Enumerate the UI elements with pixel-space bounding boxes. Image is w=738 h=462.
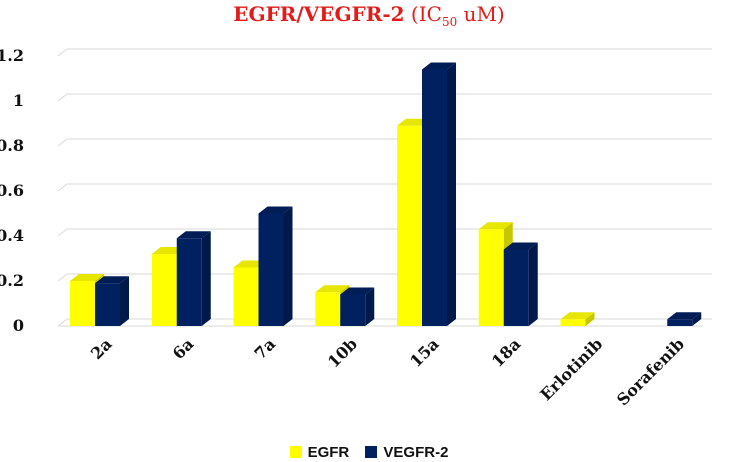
y-tick-label-3: 0.6 — [0, 181, 24, 200]
gridline-depth-4 — [57, 138, 68, 147]
bar-side-10b-vegfr2 — [365, 287, 375, 326]
y-tick-label-1: 0.2 — [0, 271, 24, 290]
bar-18a-vegfr2 — [503, 249, 529, 326]
bar-10b-egfr — [315, 292, 341, 326]
x-tick-label-18a: 18a — [488, 334, 525, 371]
bar-top-2a-vegfr2 — [95, 276, 129, 284]
x-tick-label-2a: 2a — [87, 334, 116, 363]
bar-side-sorafenib-vegfr2 — [692, 312, 702, 326]
bar-top-10b-vegfr2 — [340, 287, 375, 295]
x-tick-label-15a: 15a — [406, 334, 443, 371]
gridline-depth-1 — [57, 273, 68, 282]
chart-title: EGFR/VEGFR-2 (IC50 uM) — [0, 2, 738, 29]
bar-6a-egfr — [151, 254, 177, 326]
bar-side-erlotinib-egfr — [585, 312, 595, 326]
bar-side-18a-vegfr2 — [528, 242, 538, 326]
bar-top-18a-egfr — [478, 222, 513, 230]
chart-title-main: EGFR/VEGFR-2 — [233, 2, 405, 26]
bar-15a-egfr — [397, 125, 422, 326]
bar-top-15a-vegfr2 — [422, 62, 456, 70]
bar-top-7a-vegfr2 — [258, 206, 293, 214]
subtitle-subscript: 50 — [441, 15, 458, 29]
gridline-depth-6 — [57, 48, 68, 57]
bar-15a-vegfr2 — [422, 69, 447, 326]
legend-item-egfr: EGFR — [289, 443, 350, 461]
bar-2a-egfr — [70, 281, 95, 326]
bar-top-2a-egfr — [70, 274, 104, 281]
bar-top-erlotinib-egfr — [560, 312, 595, 320]
y-tick-label-0: 0 — [13, 316, 24, 335]
legend-item-vegfr2: VEGFR-2 — [365, 444, 448, 461]
bar-18a-egfr — [478, 229, 504, 326]
y-tick-label-6: 1.2 — [0, 46, 24, 65]
bar-top-18a-vegfr2 — [503, 242, 538, 250]
legend: EGFR VEGFR-2 — [0, 443, 738, 461]
x-tick-label-erlotinib: Erlotinib — [536, 334, 606, 404]
legend-swatch-vegfr2 — [365, 445, 378, 458]
x-tick-label-6a: 6a — [169, 334, 198, 363]
subtitle-suffix: uM) — [457, 2, 505, 26]
bar-10b-vegfr2 — [340, 294, 366, 326]
bar-2a-vegfr2 — [95, 283, 120, 326]
bar-side-15a-vegfr2 — [447, 62, 456, 326]
y-tick-label-4: 0.8 — [0, 136, 24, 155]
x-tick-label-sorafenib: Sorafenib — [613, 334, 688, 409]
bar-sorafenib-vegfr2 — [667, 319, 693, 326]
y-tick-label-5: 1 — [13, 91, 24, 110]
gridline-depth-5 — [57, 93, 68, 102]
x-tick-label-10b: 10b — [324, 334, 361, 371]
x-tick-label-7a: 7a — [251, 334, 280, 363]
legend-swatch-egfr — [289, 445, 302, 458]
legend-label-vegfr2: VEGFR-2 — [383, 443, 449, 461]
bar-side-2a-vegfr2 — [120, 276, 129, 326]
bar-side-7a-vegfr2 — [283, 206, 293, 326]
bar-top-6a-vegfr2 — [176, 231, 211, 239]
bar-7a-vegfr2 — [258, 213, 284, 326]
gridline-depth-2 — [57, 228, 68, 237]
gridline-depth-3 — [57, 183, 68, 192]
bar-7a-egfr — [233, 267, 259, 326]
chart-title-subtitle: (IC50 uM) — [410, 2, 505, 29]
legend-label-egfr: EGFR — [307, 443, 350, 461]
bar-6a-vegfr2 — [176, 238, 202, 326]
bar-top-sorafenib-vegfr2 — [667, 312, 702, 320]
bar-top-10b-egfr — [315, 285, 350, 293]
gridline-depth-0 — [57, 318, 68, 327]
y-tick-label-2: 0.4 — [0, 226, 24, 245]
bar-side-6a-vegfr2 — [201, 231, 211, 326]
bar-erlotinib-egfr — [560, 319, 586, 326]
subtitle-prefix: (IC — [410, 2, 442, 26]
